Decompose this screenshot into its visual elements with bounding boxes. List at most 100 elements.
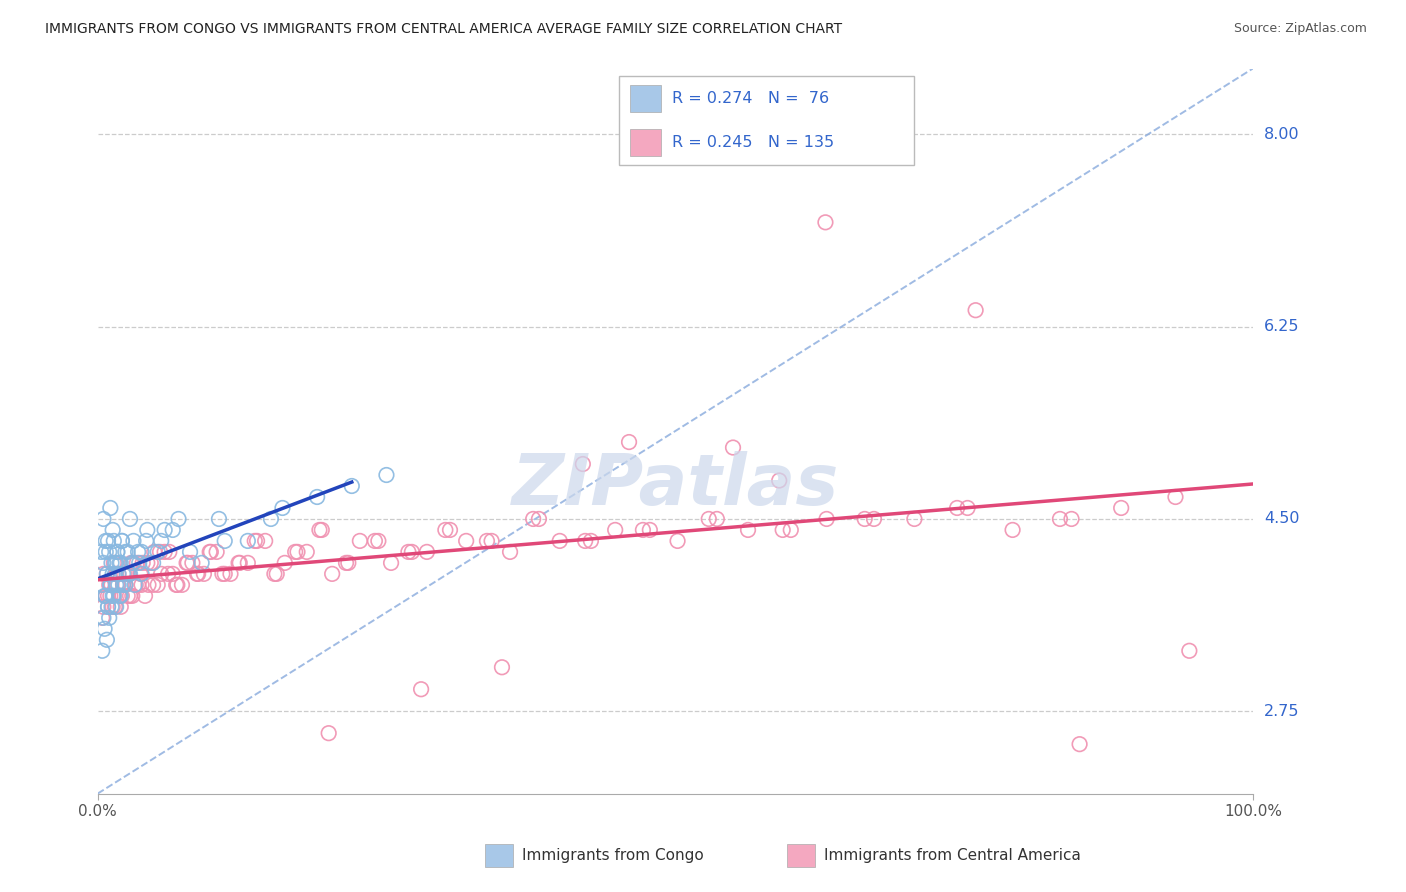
Point — [181, 556, 204, 570]
Point — [97, 599, 120, 614]
Point — [131, 556, 153, 570]
Point — [121, 589, 143, 603]
Point — [131, 566, 153, 581]
Point — [90, 578, 112, 592]
Text: Immigrants from Congo: Immigrants from Congo — [522, 848, 703, 863]
Point — [108, 589, 131, 603]
Point — [439, 523, 461, 537]
Point — [97, 599, 120, 614]
Text: 4.50: 4.50 — [1264, 511, 1299, 526]
Point — [1164, 490, 1187, 504]
Point — [101, 566, 124, 581]
Point — [96, 566, 118, 581]
Point — [121, 556, 143, 570]
Point — [118, 566, 141, 581]
Point — [104, 599, 127, 614]
Point — [138, 578, 160, 592]
Point — [149, 545, 172, 559]
Point — [117, 545, 139, 559]
Point — [814, 215, 837, 229]
Point — [737, 523, 759, 537]
Point — [105, 545, 128, 559]
Point — [101, 523, 124, 537]
Point — [110, 589, 132, 603]
Point — [349, 533, 371, 548]
Point — [94, 545, 117, 559]
Point — [129, 566, 152, 581]
Point — [122, 533, 145, 548]
Point — [1069, 737, 1091, 751]
Point — [574, 533, 596, 548]
Point — [97, 589, 120, 603]
Point — [572, 457, 595, 471]
Point — [143, 545, 166, 559]
Point — [134, 589, 156, 603]
Point — [548, 533, 571, 548]
Point — [605, 523, 627, 537]
Point — [105, 545, 128, 559]
Point — [946, 500, 969, 515]
Point — [295, 545, 318, 559]
Point — [167, 512, 190, 526]
Point — [475, 533, 498, 548]
Point — [200, 545, 222, 559]
Point — [214, 566, 236, 581]
Point — [815, 512, 838, 526]
Point — [1109, 500, 1132, 515]
Point — [110, 556, 132, 570]
Point — [128, 556, 150, 570]
Point — [335, 556, 357, 570]
Point — [411, 682, 433, 697]
Point — [721, 441, 744, 455]
Point — [228, 556, 250, 570]
Point — [214, 533, 236, 548]
Point — [205, 545, 228, 559]
Point — [131, 578, 153, 592]
Point — [117, 589, 139, 603]
Point — [127, 578, 149, 592]
Point — [98, 578, 121, 592]
Point — [176, 556, 198, 570]
Point — [118, 512, 141, 526]
Point — [142, 578, 165, 592]
Point — [416, 545, 439, 559]
Point — [318, 726, 340, 740]
Point — [110, 599, 132, 614]
Point — [965, 303, 987, 318]
Point — [98, 578, 121, 592]
Point — [1049, 512, 1071, 526]
Point — [112, 578, 135, 592]
Point — [697, 512, 720, 526]
Point — [456, 533, 478, 548]
Point — [136, 556, 159, 570]
Point — [105, 599, 128, 614]
Point — [177, 556, 200, 570]
Point — [112, 566, 135, 581]
Point — [93, 556, 115, 570]
Point — [114, 545, 136, 559]
Point — [274, 556, 297, 570]
Text: IMMIGRANTS FROM CONGO VS IMMIGRANTS FROM CENTRAL AMERICA AVERAGE FAMILY SIZE COR: IMMIGRANTS FROM CONGO VS IMMIGRANTS FROM… — [45, 22, 842, 37]
Point — [107, 578, 129, 592]
Point — [1060, 512, 1083, 526]
Point — [115, 566, 138, 581]
Point — [94, 589, 117, 603]
Point — [96, 632, 118, 647]
Point — [311, 523, 333, 537]
Point — [956, 500, 979, 515]
Point — [124, 578, 146, 592]
Point — [101, 599, 124, 614]
Point — [481, 533, 503, 548]
Point — [153, 523, 176, 537]
Point — [219, 566, 242, 581]
Point — [103, 533, 125, 548]
Point — [135, 533, 157, 548]
Point — [101, 589, 124, 603]
Point — [146, 545, 169, 559]
Text: R = 0.274   N =  76: R = 0.274 N = 76 — [672, 91, 830, 105]
Point — [254, 533, 277, 548]
Text: Source: ZipAtlas.com: Source: ZipAtlas.com — [1233, 22, 1367, 36]
Point — [287, 545, 309, 559]
Point — [617, 435, 640, 450]
Point — [150, 533, 173, 548]
